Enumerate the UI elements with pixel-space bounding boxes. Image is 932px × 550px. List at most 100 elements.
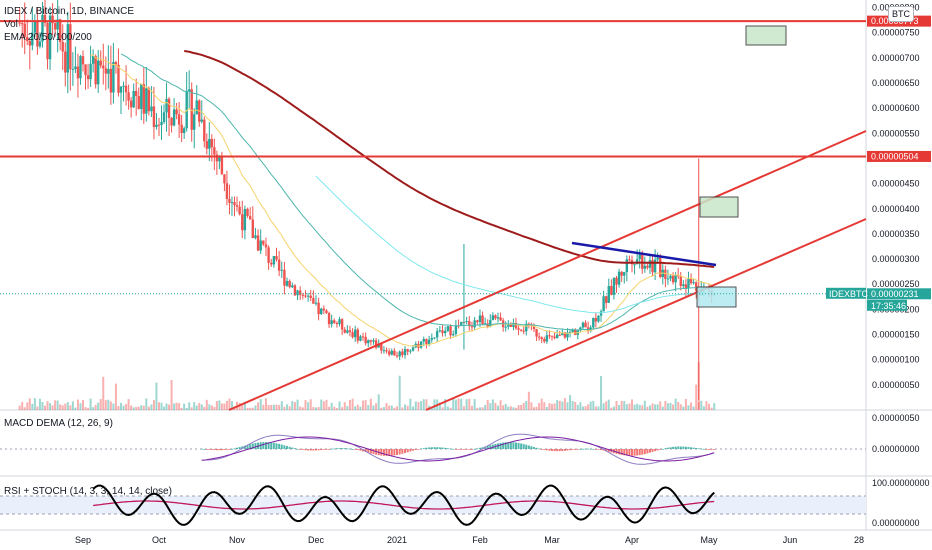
macd-histogram-bar: [270, 442, 273, 449]
candle-body: [446, 326, 450, 331]
candle-body: [677, 275, 680, 277]
volume-bar: [173, 403, 176, 410]
volume-bar: [272, 404, 275, 410]
price-tick-label: 0.00000100: [872, 355, 920, 365]
volume-bar: [569, 394, 572, 410]
candle-body: [584, 322, 587, 328]
macd-histogram-bar: [396, 449, 398, 455]
candle-body: [288, 280, 291, 288]
volume-bar: [322, 401, 325, 410]
candle-body: [646, 265, 649, 268]
candle-body: [548, 335, 551, 337]
volume-bar: [574, 401, 577, 410]
volume-bar: [188, 402, 191, 410]
candle-body: [235, 204, 239, 207]
macd-histogram-bar: [713, 449, 716, 450]
ema50-line: [120, 53, 715, 331]
candle-body: [473, 320, 476, 328]
volume-bar: [401, 407, 404, 410]
volume-bar: [602, 403, 605, 410]
candle-body: [599, 311, 603, 316]
volume-bar: [579, 402, 582, 410]
candle-body: [175, 109, 178, 115]
candle-body: [259, 240, 262, 251]
rsi-tick-label: 0.00000000: [872, 518, 920, 528]
currency-badge[interactable]: BTC: [888, 6, 914, 22]
candle-body: [213, 147, 216, 155]
macd-histogram-bar: [533, 447, 535, 449]
candle-body: [620, 271, 623, 276]
volume-bar: [643, 400, 646, 410]
candle-body: [594, 318, 598, 322]
candle-body: [165, 98, 168, 113]
macd-histogram-bar: [444, 447, 447, 449]
candle-body: [679, 276, 682, 286]
volume-bar: [512, 407, 515, 410]
candle-body: [142, 84, 145, 114]
candle-body: [36, 21, 39, 47]
macd-histogram-bar: [672, 446, 675, 449]
macd-histogram-bar: [641, 449, 644, 455]
macd-histogram-bar: [470, 449, 473, 450]
candle-body: [550, 335, 554, 337]
volume-bar: [507, 406, 510, 410]
macd-histogram-bar: [325, 449, 328, 450]
macd-histogram-bar: [690, 447, 693, 449]
volume-bar: [241, 405, 244, 410]
macd-histogram-bar: [304, 449, 307, 451]
candle-body: [545, 335, 549, 342]
macd-histogram-bar: [486, 445, 489, 449]
macd-histogram-bar: [654, 449, 657, 452]
volume-bar: [661, 406, 664, 410]
volume-bar: [178, 403, 181, 410]
volume-bar: [692, 406, 695, 410]
macd-histogram-bar: [695, 447, 698, 449]
volume-bar: [390, 405, 393, 410]
macd-histogram-bar: [205, 449, 208, 450]
date-label: Mar: [544, 535, 560, 545]
volume-bar: [509, 406, 512, 410]
candle-body: [203, 119, 206, 142]
macd-histogram-bar: [262, 442, 265, 449]
candle-body: [299, 290, 302, 295]
volume-bar: [484, 405, 487, 410]
price-tick-label: 0.00000400: [872, 204, 920, 214]
candle-body: [602, 296, 605, 312]
macd-histogram-bar: [633, 449, 636, 456]
macd-histogram-bar: [600, 449, 603, 451]
macd-histogram-bar: [333, 448, 336, 450]
candle-body: [351, 332, 354, 338]
price-tick-label: 0.00000750: [872, 28, 920, 38]
candles: [18, 0, 716, 400]
volume-bar: [481, 407, 484, 410]
volume-bar: [56, 400, 59, 410]
candle-body: [86, 75, 90, 80]
volume-bar: [449, 407, 452, 410]
volume-bar: [198, 403, 201, 410]
candle-body: [460, 321, 463, 326]
macd-histogram-bar: [367, 449, 370, 453]
volume-bar: [700, 400, 703, 410]
macd-histogram-bar: [354, 449, 357, 450]
resistance-mid-tag: 0.00000504: [871, 151, 919, 161]
macd-histogram-bar: [460, 449, 463, 450]
candle-body: [228, 198, 231, 203]
volume-bar: [587, 404, 590, 410]
macd-histogram-bar: [338, 448, 341, 449]
macd-label: MACD DEMA (12, 26, 9): [4, 418, 113, 429]
volume-bar: [561, 401, 564, 410]
macd-histogram-bar: [398, 449, 401, 455]
volume-bar: [664, 400, 667, 410]
volume-bar: [71, 401, 74, 410]
candle-body: [272, 255, 276, 265]
volume-bar: [545, 406, 548, 410]
candle-body: [494, 315, 497, 319]
volume-bar: [446, 406, 449, 410]
volume-bar: [168, 404, 171, 410]
candle-body: [568, 332, 572, 334]
volume-bar: [417, 401, 420, 410]
candle-body: [382, 350, 386, 352]
volume-bar: [200, 404, 203, 410]
macd-histogram-bar: [233, 448, 236, 450]
